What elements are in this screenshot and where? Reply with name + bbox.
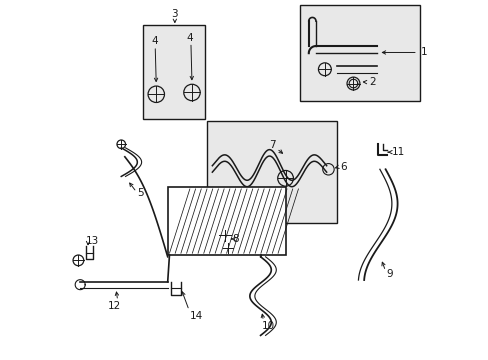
Text: 4: 4 [151, 36, 158, 46]
Text: 10: 10 [261, 321, 274, 331]
Bar [167, 187, 285, 255]
Text: 3: 3 [171, 9, 178, 19]
Bar [206, 121, 337, 223]
Bar [299, 5, 419, 102]
Text: 14: 14 [190, 311, 203, 321]
Text: 2: 2 [368, 77, 375, 87]
Text: 5: 5 [137, 188, 143, 198]
Text: 7: 7 [268, 140, 275, 150]
Text: 13: 13 [85, 237, 99, 247]
Text: 1: 1 [382, 48, 427, 58]
Text: 8: 8 [231, 234, 238, 244]
Text: 9: 9 [386, 269, 392, 279]
Text: 11: 11 [391, 147, 404, 157]
Bar [142, 24, 205, 119]
Text: 4: 4 [186, 33, 193, 43]
Text: 6: 6 [340, 162, 346, 172]
Text: 12: 12 [108, 301, 121, 311]
